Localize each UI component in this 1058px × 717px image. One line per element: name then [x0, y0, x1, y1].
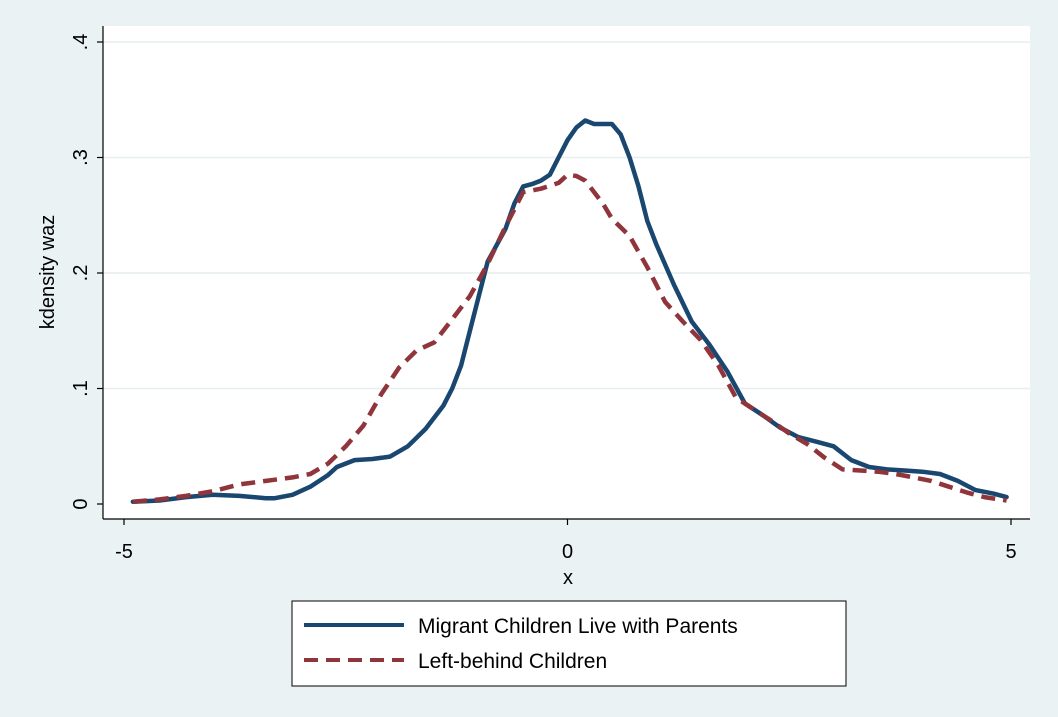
legend: Migrant Children Live with Parents Left-…: [291, 600, 847, 687]
x-tick-label: 0: [562, 541, 573, 563]
x-axis-title: x: [563, 567, 573, 589]
y-tick-label: .3: [70, 149, 92, 166]
grid-lines: [103, 41, 1030, 390]
series-migrant-line: [130, 118, 1009, 504]
series-lines: [130, 118, 1009, 504]
y-axis-title: kdensity waz: [37, 215, 59, 330]
legend-box: [291, 600, 847, 687]
series-left-behind-line: [132, 172, 1007, 504]
y-tick-label: .1: [70, 380, 92, 397]
y-tick-label: .4: [70, 34, 92, 51]
y-axis-ticks: 0 .1 .2 .3 .4: [70, 34, 103, 510]
x-tick-label: -5: [115, 541, 133, 563]
legend-label-left-behind: Left-behind Children: [418, 650, 607, 673]
legend-label-migrant: Migrant Children Live with Parents: [418, 615, 738, 638]
x-tick-label: 5: [1005, 541, 1016, 563]
y-tick-label: 0: [70, 498, 92, 509]
y-tick-label: .2: [70, 265, 92, 282]
x-axis-ticks: -5 0 5: [115, 519, 1017, 563]
